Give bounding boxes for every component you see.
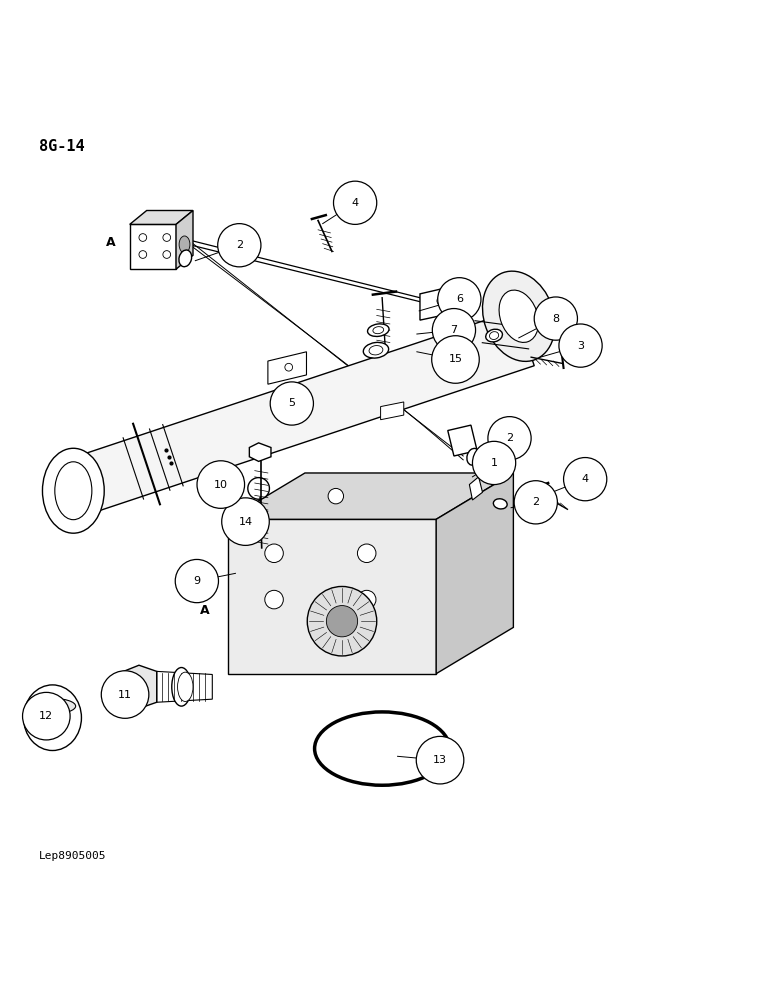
Circle shape	[334, 181, 377, 224]
Circle shape	[265, 590, 283, 609]
Polygon shape	[249, 443, 271, 461]
Polygon shape	[420, 284, 463, 320]
Text: 10: 10	[214, 480, 228, 490]
Ellipse shape	[373, 327, 384, 334]
Text: 4: 4	[581, 474, 589, 484]
Circle shape	[488, 417, 531, 460]
Text: 12: 12	[39, 711, 53, 721]
Text: Lep8905005: Lep8905005	[39, 851, 106, 861]
Circle shape	[564, 458, 607, 501]
Text: 8G-14: 8G-14	[39, 139, 84, 154]
Text: 2: 2	[506, 433, 513, 443]
Ellipse shape	[23, 685, 82, 751]
Circle shape	[328, 488, 344, 504]
Text: 4: 4	[351, 198, 359, 208]
Text: 15: 15	[449, 354, 462, 364]
Polygon shape	[228, 473, 513, 519]
Text: 8: 8	[552, 314, 560, 324]
Ellipse shape	[178, 672, 193, 701]
Circle shape	[139, 234, 147, 241]
Text: 14: 14	[239, 517, 252, 527]
Polygon shape	[157, 671, 212, 702]
Circle shape	[222, 498, 269, 545]
Circle shape	[514, 481, 557, 524]
Ellipse shape	[171, 668, 191, 706]
Circle shape	[139, 251, 147, 258]
Text: A: A	[200, 604, 209, 617]
Text: 3: 3	[577, 341, 584, 351]
Polygon shape	[448, 425, 477, 456]
Ellipse shape	[482, 271, 555, 361]
Text: 1: 1	[490, 458, 498, 468]
Polygon shape	[130, 224, 176, 269]
Polygon shape	[176, 211, 193, 269]
Circle shape	[416, 736, 464, 784]
Ellipse shape	[179, 236, 190, 253]
Ellipse shape	[42, 448, 104, 533]
Polygon shape	[381, 402, 404, 420]
Ellipse shape	[55, 462, 92, 520]
Ellipse shape	[364, 342, 388, 358]
Text: 7: 7	[450, 325, 458, 335]
Ellipse shape	[29, 698, 76, 714]
Ellipse shape	[493, 499, 507, 509]
Circle shape	[248, 478, 269, 499]
Ellipse shape	[486, 329, 503, 342]
Text: 2: 2	[235, 240, 243, 250]
Polygon shape	[228, 519, 436, 674]
Ellipse shape	[467, 448, 479, 465]
Circle shape	[285, 363, 293, 371]
Text: 5: 5	[288, 398, 296, 408]
Circle shape	[22, 692, 70, 740]
Polygon shape	[124, 665, 157, 708]
Text: 11: 11	[118, 690, 132, 700]
Circle shape	[218, 224, 261, 267]
Ellipse shape	[179, 250, 191, 267]
Circle shape	[472, 441, 516, 485]
Circle shape	[432, 336, 479, 383]
Circle shape	[265, 544, 283, 563]
Text: 13: 13	[433, 755, 447, 765]
Ellipse shape	[39, 705, 66, 734]
Circle shape	[437, 296, 446, 305]
Polygon shape	[436, 473, 513, 674]
Ellipse shape	[489, 332, 499, 339]
Polygon shape	[130, 211, 193, 224]
Ellipse shape	[499, 290, 539, 342]
Circle shape	[175, 559, 218, 603]
Circle shape	[307, 586, 377, 656]
Circle shape	[163, 234, 171, 241]
Circle shape	[270, 382, 313, 425]
Circle shape	[559, 324, 602, 367]
Circle shape	[438, 278, 481, 321]
Circle shape	[327, 606, 357, 637]
Ellipse shape	[367, 324, 389, 336]
Circle shape	[101, 671, 149, 718]
Circle shape	[163, 251, 171, 258]
Ellipse shape	[314, 712, 449, 785]
Polygon shape	[76, 310, 534, 512]
Polygon shape	[268, 352, 306, 384]
Text: 2: 2	[532, 497, 540, 507]
Text: A: A	[106, 236, 115, 249]
Ellipse shape	[369, 346, 383, 355]
Circle shape	[534, 297, 577, 340]
Circle shape	[357, 544, 376, 563]
Circle shape	[357, 590, 376, 609]
Circle shape	[197, 461, 245, 508]
Text: 9: 9	[193, 576, 201, 586]
Polygon shape	[469, 477, 482, 500]
Circle shape	[432, 309, 476, 352]
Text: 6: 6	[455, 294, 463, 304]
